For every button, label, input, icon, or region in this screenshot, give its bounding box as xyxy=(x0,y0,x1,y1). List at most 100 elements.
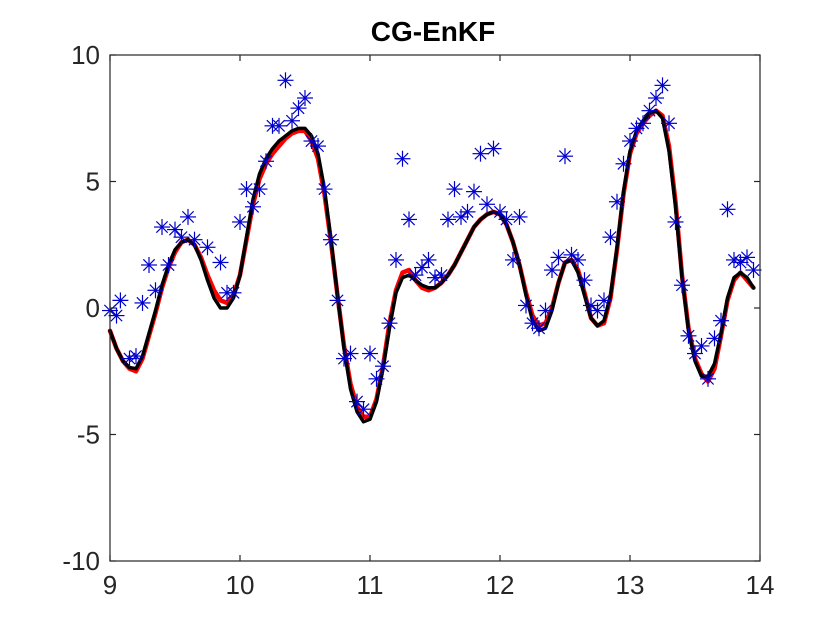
data-point-asterisk xyxy=(505,251,521,268)
data-point-asterisk xyxy=(479,196,495,213)
data-point-asterisk xyxy=(112,292,129,309)
data-point-asterisk xyxy=(602,229,619,246)
data-point-asterisk xyxy=(550,249,567,266)
data-point-asterisk xyxy=(544,262,560,279)
data-point-asterisk xyxy=(485,140,502,157)
data-point-asterisk xyxy=(446,181,463,198)
data-point-asterisk xyxy=(700,370,716,387)
data-point-asterisk xyxy=(719,201,736,218)
data-point-asterisk xyxy=(173,229,190,246)
data-point-asterisk xyxy=(576,272,593,289)
x-tick-label: 10 xyxy=(226,570,255,600)
y-tick-label: -5 xyxy=(77,420,100,450)
x-tick-label: 12 xyxy=(486,570,515,600)
data-point-asterisk xyxy=(160,256,177,273)
data-point-asterisk xyxy=(726,251,742,268)
data-point-asterisk xyxy=(693,337,710,354)
data-point-asterisk xyxy=(329,292,346,309)
data-point-asterisk xyxy=(706,330,723,347)
data-point-asterisk xyxy=(290,100,307,117)
data-point-asterisk xyxy=(472,145,489,162)
data-point-asterisk xyxy=(498,211,515,228)
data-point-asterisk xyxy=(518,297,534,314)
data-point-asterisk xyxy=(258,153,274,170)
y-tick-label: 10 xyxy=(71,40,100,70)
data-point-asterisk xyxy=(381,315,398,332)
data-point-asterisk xyxy=(186,231,203,248)
data-point-asterisk xyxy=(615,155,632,172)
data-point-asterisk xyxy=(557,148,573,165)
data-point-asterisk xyxy=(641,102,658,119)
x-tick-label: 13 xyxy=(616,570,645,600)
data-point-asterisk xyxy=(199,239,216,256)
data-point-asterisk xyxy=(297,90,313,107)
y-tick-label: 0 xyxy=(86,293,100,323)
data-point-asterisk xyxy=(310,138,326,155)
x-tick-label: 9 xyxy=(103,570,117,600)
data-point-asterisk xyxy=(537,302,554,319)
data-point-asterisk xyxy=(570,251,586,268)
data-point-asterisk xyxy=(401,211,417,228)
data-point-asterisk xyxy=(531,320,547,337)
data-point-asterisk xyxy=(394,150,411,167)
data-point-asterisk xyxy=(225,284,242,301)
data-point-asterisk xyxy=(414,259,430,276)
data-point-asterisk xyxy=(466,183,482,200)
data-point-asterisk xyxy=(251,181,268,198)
tick-label-layer: 9 10 11 12 13 14 10 5 0 -5 -10 xyxy=(62,40,774,600)
data-point-asterisk xyxy=(459,203,476,220)
data-point-asterisk xyxy=(349,393,365,410)
data-point-asterisk xyxy=(232,213,248,230)
data-point-asterisk xyxy=(375,358,391,375)
series-layer xyxy=(102,72,762,424)
series-line-1 xyxy=(108,108,756,424)
data-point-asterisk xyxy=(316,181,333,198)
data-point-asterisk xyxy=(284,112,300,129)
data-point-asterisk xyxy=(713,312,729,329)
data-point-asterisk xyxy=(622,133,638,150)
data-point-asterisk xyxy=(492,203,508,220)
data-point-asterisk xyxy=(303,133,320,150)
data-point-asterisk xyxy=(674,277,690,294)
data-point-asterisk xyxy=(440,211,456,228)
data-point-asterisk xyxy=(511,208,528,225)
data-point-asterisk xyxy=(433,267,450,284)
data-point-asterisk xyxy=(147,282,164,299)
data-point-asterisk xyxy=(277,72,294,89)
data-point-asterisk xyxy=(108,307,125,324)
y-tick-label: 5 xyxy=(86,167,100,197)
data-point-asterisk xyxy=(323,231,339,248)
data-point-asterisk xyxy=(648,90,664,107)
data-point-asterisk xyxy=(154,219,170,236)
data-point-asterisk xyxy=(128,348,144,365)
plot-area xyxy=(110,55,760,561)
data-point-asterisk xyxy=(654,77,671,94)
data-point-asterisk xyxy=(687,345,703,362)
data-point-asterisk xyxy=(609,193,625,210)
data-point-asterisk xyxy=(141,256,157,273)
data-point-asterisk xyxy=(388,251,404,268)
data-point-asterisk xyxy=(420,251,437,268)
data-point-asterisk xyxy=(245,198,261,215)
data-point-asterisk xyxy=(739,249,755,266)
data-point-asterisk xyxy=(134,294,151,311)
x-tick-label: 11 xyxy=(357,570,384,600)
data-point-asterisk xyxy=(407,267,424,284)
data-point-asterisk xyxy=(271,117,287,134)
data-point-asterisk xyxy=(589,302,606,319)
data-point-asterisk xyxy=(745,262,762,279)
data-point-asterisk xyxy=(596,292,612,309)
data-point-asterisk xyxy=(667,213,684,230)
x-tick-label: 14 xyxy=(746,570,775,600)
plot-frame xyxy=(109,54,761,562)
data-point-asterisk xyxy=(121,350,138,367)
data-point-asterisk xyxy=(212,254,229,271)
y-tick-label: -10 xyxy=(62,546,100,576)
data-point-asterisk xyxy=(661,115,677,132)
chart-title: CG-EnKF xyxy=(371,16,495,47)
data-point-asterisk xyxy=(680,327,697,344)
data-point-asterisk xyxy=(180,208,196,225)
data-point-asterisk xyxy=(635,115,651,132)
data-point-asterisk xyxy=(427,269,443,286)
